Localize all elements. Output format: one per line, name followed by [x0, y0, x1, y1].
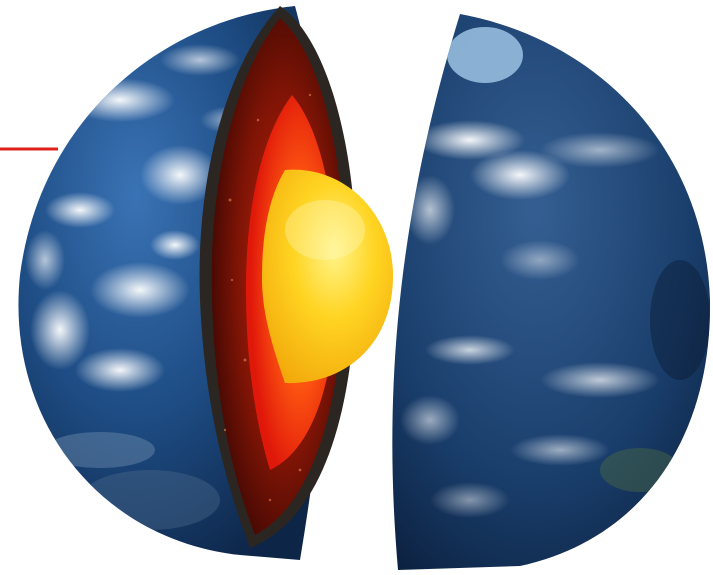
left-cloud-pattern — [25, 44, 260, 530]
right-hemisphere — [392, 14, 711, 570]
inner-core — [262, 169, 394, 384]
right-cloud-pattern — [400, 27, 710, 518]
